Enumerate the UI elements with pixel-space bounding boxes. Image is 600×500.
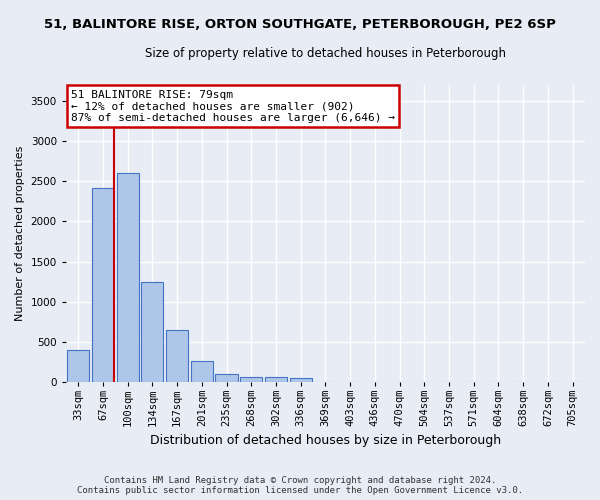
Bar <box>67 350 89 382</box>
X-axis label: Distribution of detached houses by size in Peterborough: Distribution of detached houses by size … <box>150 434 501 448</box>
Text: 51 BALINTORE RISE: 79sqm
← 12% of detached houses are smaller (902)
87% of semi-: 51 BALINTORE RISE: 79sqm ← 12% of detach… <box>71 90 395 123</box>
Bar <box>166 330 188 382</box>
Bar <box>116 174 139 382</box>
Bar <box>191 362 213 382</box>
Text: Contains HM Land Registry data © Crown copyright and database right 2024.
Contai: Contains HM Land Registry data © Crown c… <box>77 476 523 495</box>
Bar <box>290 378 312 382</box>
Text: 51, BALINTORE RISE, ORTON SOUTHGATE, PETERBOROUGH, PE2 6SP: 51, BALINTORE RISE, ORTON SOUTHGATE, PET… <box>44 18 556 30</box>
Bar <box>92 188 114 382</box>
Bar <box>265 378 287 382</box>
Title: Size of property relative to detached houses in Peterborough: Size of property relative to detached ho… <box>145 48 506 60</box>
Bar <box>141 282 163 382</box>
Bar <box>240 377 262 382</box>
Y-axis label: Number of detached properties: Number of detached properties <box>15 146 25 321</box>
Bar <box>215 374 238 382</box>
